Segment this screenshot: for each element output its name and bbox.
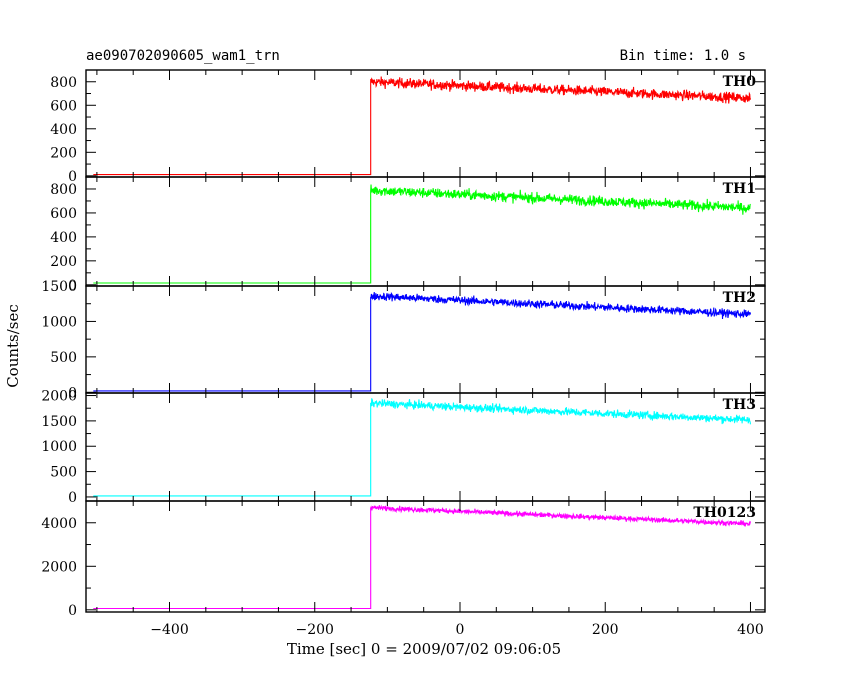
- x-tick-labels: −400 −200 0 200 400: [150, 622, 764, 638]
- x-tick-label: −400: [150, 622, 188, 638]
- y-tick-label: 1000: [41, 314, 77, 330]
- series-line-th2: [93, 291, 752, 392]
- y-tick-label: 2000: [41, 389, 77, 405]
- y-tick-label: 0: [68, 385, 77, 401]
- panel-frame: [85, 500, 766, 613]
- panel-th2: 0 500 1000 1500 TH2: [41, 279, 766, 401]
- series-label-th0: TH0: [723, 74, 757, 90]
- y-tick-label: 200: [50, 254, 77, 270]
- series-line-th3: [93, 398, 752, 497]
- panel-frame: [85, 69, 766, 178]
- series-line-th0: [93, 76, 752, 176]
- series-line-th0123: [93, 504, 752, 610]
- y-tick-label: 600: [50, 98, 77, 114]
- y-tick-label: 800: [50, 182, 77, 198]
- y-tick-label: 0: [68, 278, 77, 294]
- y-tick-label: 500: [50, 465, 77, 481]
- x-tick-label: −200: [296, 622, 334, 638]
- y-tick-label: 2000: [41, 559, 77, 575]
- panel-th0123: 0 2000 4000 TH0123: [41, 500, 766, 619]
- y-tick-label: 1500: [41, 414, 77, 430]
- y-tick-label: 600: [50, 206, 77, 222]
- panel-th1: 0 200 400 600 800 TH1: [50, 176, 766, 294]
- x-tick-label: 0: [456, 622, 465, 638]
- y-tick-label: 500: [50, 350, 77, 366]
- x-axis-title: Time [sec] 0 = 2009/07/02 09:06:05: [287, 640, 561, 658]
- series-label-th1: TH1: [723, 181, 756, 197]
- y-tick-label: 0: [68, 169, 77, 185]
- y-tick-label: 400: [50, 230, 77, 246]
- y-tick-label: 0: [68, 490, 77, 506]
- series-label-th2: TH2: [723, 290, 756, 306]
- y-tick-label: 1500: [41, 279, 77, 295]
- panels: 0 200 400 600 800 TH0 0 200 400 600 800 TH1 0 500 1000…: [41, 69, 766, 619]
- series-line-th1: [93, 184, 751, 284]
- y-tick-label: 1000: [41, 439, 77, 455]
- y-tick-label: 4000: [41, 516, 77, 532]
- y-axis-title: Counts/sec: [4, 304, 22, 388]
- series-label-th3: TH3: [723, 397, 756, 413]
- y-tick-label: 0: [68, 603, 77, 619]
- panel-th3: 0 500 1000 1500 2000 TH3: [41, 389, 766, 506]
- bin-time-label: Bin time: 1.0 s: [620, 48, 746, 64]
- panel-th0: 0 200 400 600 800 TH0: [50, 69, 766, 185]
- panel-frame: [85, 285, 766, 394]
- y-tick-label: 800: [50, 75, 77, 91]
- chart-title: ae090702090605_wam1_trn: [86, 48, 280, 64]
- x-tick-label: 400: [737, 622, 764, 638]
- series-label-th0123: TH0123: [693, 505, 756, 521]
- panel-frame: [85, 392, 766, 502]
- y-tick-label: 400: [50, 122, 77, 138]
- x-tick-label: 200: [592, 622, 619, 638]
- y-tick-label: 200: [50, 145, 77, 161]
